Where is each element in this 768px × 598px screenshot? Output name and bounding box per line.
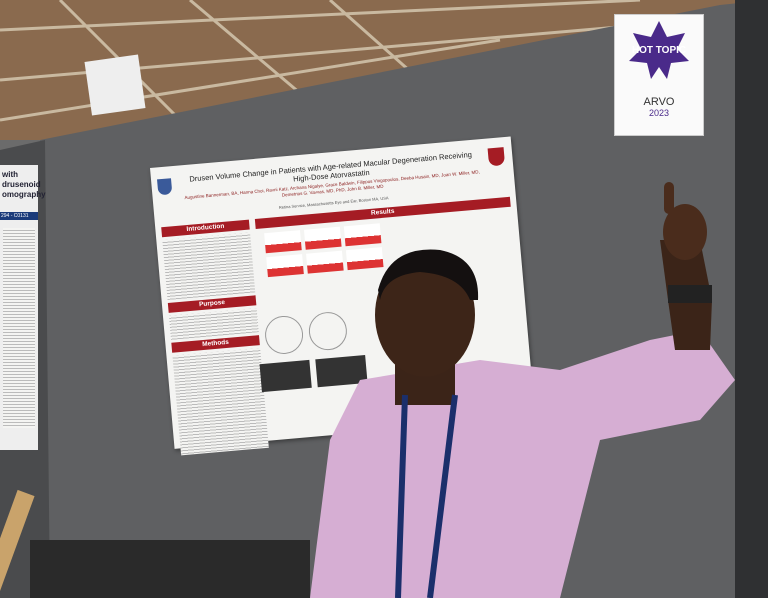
tube [0, 489, 35, 598]
side-title: with drusenoid omography [0, 165, 46, 200]
board-sign [84, 54, 146, 116]
badge-star: HOT TOPIC [629, 21, 689, 79]
badge-label: HOT TOPIC [632, 45, 686, 56]
side-title-line: with drusenoid [2, 170, 41, 189]
head [375, 253, 475, 377]
board-edge [735, 0, 768, 598]
hair [378, 249, 479, 300]
board-number: 294 - C0131 [0, 212, 38, 220]
lanyard [395, 394, 458, 598]
side-poster: with drusenoid omography 294 - C0131 [0, 165, 46, 450]
side-title-line: omography [2, 190, 46, 199]
hand [663, 204, 707, 260]
badge-year: 2023 [648, 108, 670, 118]
badge-event: ARVO [643, 96, 675, 108]
side-text [3, 228, 35, 428]
finger [664, 182, 674, 214]
star [629, 21, 689, 79]
shirt [310, 330, 735, 598]
floor-shadow [30, 540, 310, 598]
hot-topic-badge: HOT TOPIC ARVO 2023 [614, 14, 704, 136]
watch [668, 285, 712, 303]
